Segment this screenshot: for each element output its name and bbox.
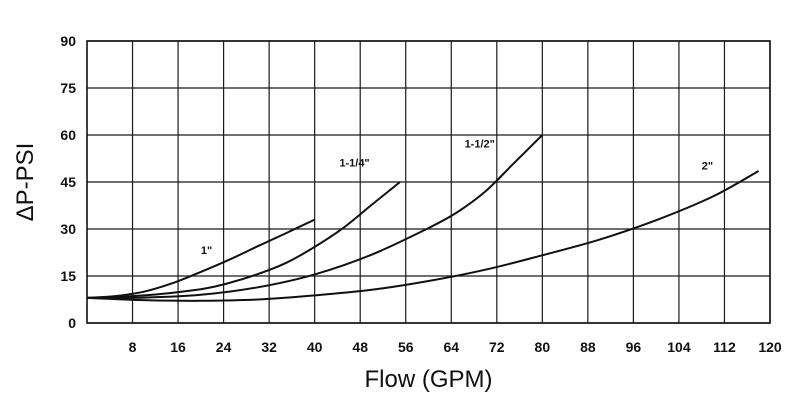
x-tick-label: 24 bbox=[216, 339, 232, 355]
x-tick-label: 104 bbox=[667, 339, 691, 355]
x-tick-label: 88 bbox=[580, 339, 596, 355]
series-label-0: 1" bbox=[201, 245, 212, 257]
series-curves bbox=[86, 134, 760, 302]
y-tick-labels: 0 15 30 45 60 75 90 bbox=[60, 33, 76, 331]
x-tick-label: 72 bbox=[489, 339, 505, 355]
y-tick-label: 75 bbox=[60, 80, 76, 96]
y-tick-label: 60 bbox=[60, 127, 76, 143]
x-tick-label: 16 bbox=[170, 339, 186, 355]
y-tick-label: 45 bbox=[60, 174, 76, 190]
y-tick-label: 30 bbox=[60, 221, 76, 237]
x-axis-title: Flow (GPM) bbox=[365, 366, 493, 393]
x-tick-labels: 8 16 24 32 40 48 56 64 72 80 88 96 104 112 120 bbox=[129, 339, 782, 355]
x-tick-label: 80 bbox=[535, 339, 551, 355]
x-tick-label: 96 bbox=[626, 339, 642, 355]
x-tick-label: 40 bbox=[307, 339, 323, 355]
series-line-0 bbox=[86, 218, 316, 299]
x-tick-label: 8 bbox=[129, 339, 137, 355]
x-tick-label: 112 bbox=[713, 339, 736, 355]
series-label-1: 1-1/4" bbox=[339, 157, 369, 169]
series-line-3 bbox=[86, 170, 760, 302]
y-axis-title: ΔP-PSI bbox=[12, 143, 39, 222]
x-tick-label: 56 bbox=[398, 339, 414, 355]
x-tick-label: 32 bbox=[261, 339, 277, 355]
plot-frame bbox=[86, 40, 771, 324]
x-tick-label: 120 bbox=[758, 339, 782, 355]
series-label-2: 1-1/2" bbox=[465, 139, 495, 151]
y-tick-label: 0 bbox=[68, 315, 76, 331]
series-line-1 bbox=[86, 181, 401, 299]
series-line-2 bbox=[86, 134, 544, 299]
y-tick-label: 15 bbox=[60, 268, 76, 284]
x-tick-label: 64 bbox=[443, 339, 459, 355]
x-tick-label: 48 bbox=[352, 339, 368, 355]
series-labels: 1" 1-1/4" 1-1/2" 2" bbox=[201, 139, 713, 258]
series-label-3: 2" bbox=[702, 160, 713, 172]
y-tick-label: 90 bbox=[60, 33, 76, 49]
